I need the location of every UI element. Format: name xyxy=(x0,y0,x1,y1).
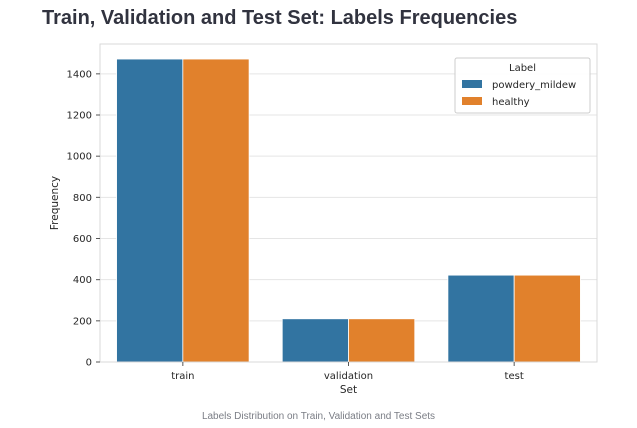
bar-train-powdery_mildew xyxy=(116,58,184,363)
x-axis-label: Set xyxy=(340,384,357,396)
legend-label-powdery_mildew: powdery_mildew xyxy=(492,80,576,91)
y-tick-label: 400 xyxy=(73,275,92,286)
x-tick-layer: train validation test xyxy=(171,362,524,382)
y-tick-label: 1000 xyxy=(67,152,92,163)
bar-validation-powdery_mildew xyxy=(281,318,349,363)
legend-title: Label xyxy=(509,63,536,74)
legend-label-healthy: healthy xyxy=(492,97,530,108)
page-title: Train, Validation and Test Set: Labels F… xyxy=(42,7,518,29)
y-tick-label: 600 xyxy=(73,234,92,245)
y-tick-label: 1400 xyxy=(67,69,92,80)
legend-swatch-powdery_mildew xyxy=(462,80,482,88)
x-tick-label: test xyxy=(505,371,524,382)
bar-test-powdery_mildew xyxy=(447,274,515,363)
x-tick-label: validation xyxy=(324,371,373,382)
x-tick-label: train xyxy=(171,371,194,382)
bar-train-healthy xyxy=(182,58,250,363)
bar-test-healthy xyxy=(513,274,581,363)
chart-caption: Labels Distribution on Train, Validation… xyxy=(201,411,436,422)
y-tick-label: 0 xyxy=(86,358,92,369)
bar-validation-healthy xyxy=(348,318,416,363)
legend-box xyxy=(454,57,591,114)
y-axis-label: Frequency xyxy=(49,176,61,230)
y-tick-label: 200 xyxy=(73,316,92,327)
bar-layer xyxy=(116,58,581,363)
y-tick-layer: 0 200 400 600 800 1000 1200 1400 xyxy=(67,69,100,369)
y-tick-label: 1200 xyxy=(67,111,92,122)
legend-swatch-healthy xyxy=(462,97,482,105)
y-tick-label: 800 xyxy=(73,193,92,204)
